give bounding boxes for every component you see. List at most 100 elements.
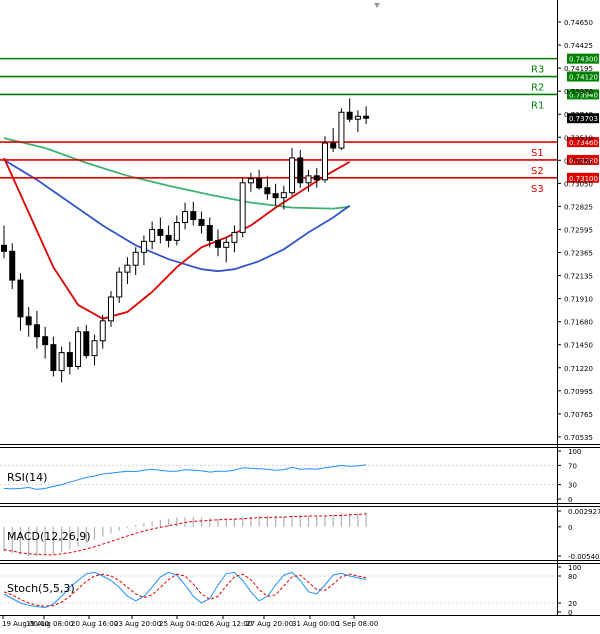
time-tick-label: 31 Aug 00:00 [292, 620, 339, 628]
stoch-label: Stoch(5,5,3) [7, 582, 75, 595]
time-axis: 19 Aug 00:0019 Aug 08:0020 Aug 16:0023 A… [2, 616, 378, 628]
price-tick-label: 0.71680 [564, 319, 593, 327]
rsi-axis: 100 70 30 0 [557, 448, 581, 504]
candle-body [141, 241, 146, 252]
candle-body [215, 240, 220, 247]
level-name-s3: S3 [531, 184, 544, 195]
time-tick-label: 1 Sep 08:00 [336, 620, 378, 628]
macd-axis: 0.002927 0 -0.005408 [557, 508, 600, 561]
candle-body [355, 116, 360, 119]
price-tick-label: 0.74650 [564, 19, 593, 27]
main-price-pane: R30.74300R20.74120R10.73940S10.73460S20.… [0, 0, 599, 444]
candle-body [322, 143, 327, 180]
level-price-label: 0.74120 [569, 74, 598, 82]
price-tick-label: 0.73050 [564, 180, 593, 188]
candle-body [290, 158, 295, 193]
candle-body [43, 337, 48, 345]
candle-body [347, 112, 352, 119]
stoch-plot-area [0, 563, 557, 615]
candle-body [314, 176, 319, 180]
candle-body [2, 245, 7, 251]
candle-body [339, 112, 344, 148]
candle-body [26, 317, 31, 325]
candle-body [232, 232, 237, 242]
macd-label: MACD(12,26,9) [7, 530, 91, 543]
macd-tick-label: 0 [568, 524, 572, 532]
level-name-r3: R3 [531, 65, 544, 76]
level-name-s2: S2 [531, 166, 544, 177]
candle-body [331, 143, 336, 148]
candle-body [281, 193, 286, 198]
time-tick-label: 23 Aug 20:00 [114, 620, 161, 628]
candle-body [166, 235, 171, 240]
candle-body [67, 353, 72, 367]
candle-body [364, 116, 369, 118]
level-name-s1: S1 [531, 148, 544, 159]
candle-body [191, 212, 196, 220]
candle-body [158, 229, 163, 235]
candle-body [84, 332, 89, 356]
price-tick-label: 0.73510 [564, 134, 593, 142]
time-tick-label: 19 Aug 08:00 [26, 620, 73, 628]
candle-body [224, 242, 229, 247]
candle-body [150, 229, 155, 241]
candle-body [306, 176, 311, 183]
candle-body [199, 220, 204, 226]
time-tick-label: 25 Aug 04:00 [159, 620, 206, 628]
rsi-tick-label: 100 [568, 448, 581, 456]
candle-body [76, 332, 81, 367]
rsi-tick-label: 70 [568, 462, 577, 470]
candle-body [34, 325, 39, 337]
candle-body [183, 212, 188, 223]
main-plot-area [0, 0, 557, 444]
price-tick-label: 0.71910 [564, 296, 593, 304]
stoch-tick-label: 100 [568, 564, 581, 572]
price-tick-label: 0.73970 [564, 88, 593, 96]
candle-body [59, 353, 64, 371]
rsi-label: RSI(14) [7, 471, 47, 484]
candle-body [108, 297, 113, 321]
rsi-tick-label: 30 [568, 482, 577, 490]
rsi-plot-area [0, 447, 557, 503]
price-axis: 0.746500.744250.741950.739700.737400.735… [557, 19, 599, 442]
macd-tick-label: -0.005408 [568, 553, 600, 561]
price-tick-label: 0.71450 [564, 342, 593, 350]
price-tick-label: 0.72135 [564, 273, 593, 281]
candle-body [273, 194, 278, 198]
candle-body [92, 341, 97, 356]
rsi-tick-label: 0 [568, 496, 572, 504]
candle-body [18, 280, 23, 317]
stoch-tick-label: 80 [568, 573, 577, 581]
price-tick-label: 0.72365 [564, 250, 593, 258]
level-price-label: 0.74300 [569, 56, 598, 64]
candle-body [257, 179, 262, 188]
time-tick-label: 20 Aug 16:00 [71, 620, 118, 628]
candle-body [207, 225, 212, 240]
level-name-r2: R2 [531, 83, 544, 94]
price-tick-label: 0.71220 [564, 365, 593, 373]
price-tick-label: 0.70765 [564, 411, 593, 419]
price-tick-label: 0.70535 [564, 434, 593, 442]
time-tick-label: 27 Aug 20:00 [246, 620, 293, 628]
macd-tick-label: 0.002927 [568, 508, 600, 516]
macd-pane: MACD(12,26,9) 0.002927 0 -0.005408 [0, 506, 600, 561]
candle-body [240, 183, 245, 233]
price-tick-label: 0.72595 [564, 226, 593, 234]
candle-body [248, 179, 253, 183]
candle-body [298, 158, 303, 183]
current-price-label: 0.73703 [569, 115, 598, 123]
candle-body [174, 223, 179, 241]
candle-body [133, 252, 138, 265]
price-tick-label: 0.72825 [564, 203, 593, 211]
candle-body [117, 272, 122, 297]
candle-body [51, 345, 56, 371]
price-tick-label: 0.73280 [564, 157, 593, 165]
price-tick-label: 0.70995 [564, 388, 593, 396]
candle-body [100, 321, 105, 341]
level-name-r1: R1 [531, 100, 544, 111]
rsi-pane: RSI(14) 100 70 30 0 [0, 447, 581, 504]
candle-body [265, 188, 270, 194]
